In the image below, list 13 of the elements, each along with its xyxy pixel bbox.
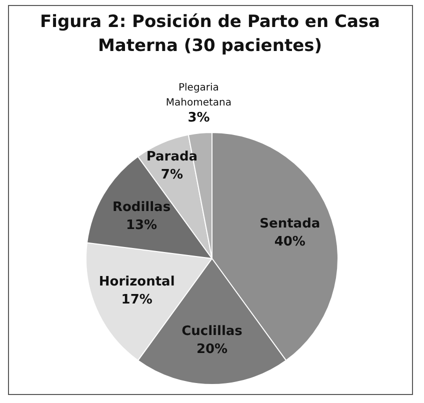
slice-label: Cuclillas xyxy=(182,324,243,339)
data-label: 13% xyxy=(126,218,158,234)
slice-label: Plegaria Mahometana xyxy=(166,82,232,109)
data-label: 40% xyxy=(274,234,306,250)
chart-title: Figura 2: Posición de Parto en Casa Materna (30 pacientes) xyxy=(40,11,380,58)
slice-label: Parada xyxy=(146,149,198,164)
slice-label: Sentada xyxy=(260,216,320,232)
slice-label: Horizontal xyxy=(98,274,175,290)
data-label: 20% xyxy=(196,342,228,357)
data-label: 7% xyxy=(160,167,184,182)
data-label: 17% xyxy=(121,292,152,308)
slice-label: Rodillas xyxy=(112,200,171,216)
data-label: 3% xyxy=(188,110,210,126)
